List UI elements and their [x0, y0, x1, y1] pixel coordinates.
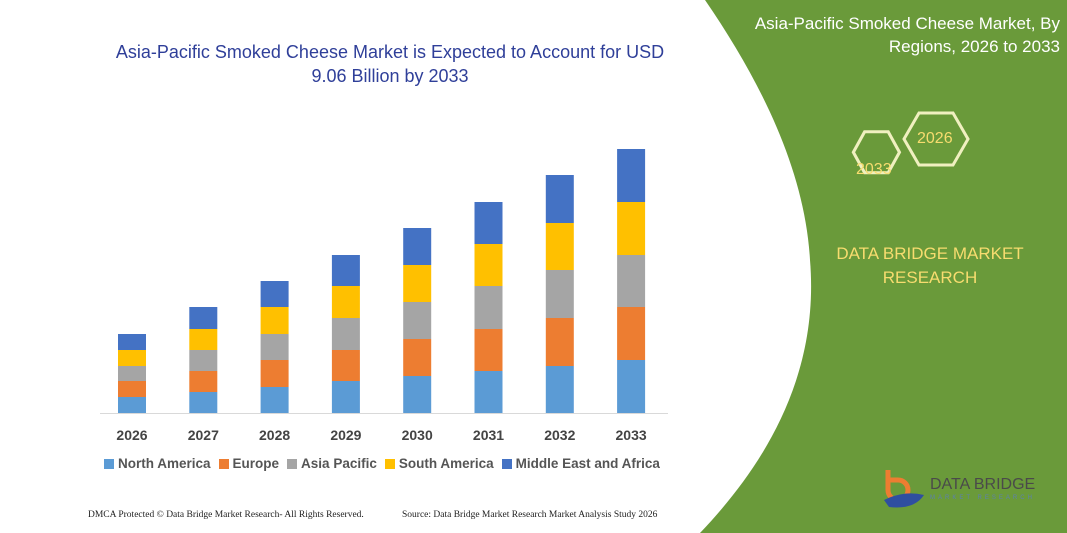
bar-segment	[403, 228, 432, 265]
bar-segment	[331, 286, 360, 318]
legend-swatch	[218, 459, 229, 469]
bar-segment	[545, 270, 574, 318]
bar-segment	[545, 366, 574, 413]
x-tick-label: 2033	[616, 427, 647, 443]
legend-item: Asia Pacific	[287, 456, 377, 471]
copyright-text: DMCA Protected © Data Bridge Market Rese…	[88, 510, 364, 520]
bar-segment	[403, 302, 432, 339]
logo-subtext: MARKET RESEARCH	[930, 495, 1035, 501]
bar-segment	[260, 360, 289, 387]
legend: North America Europe Asia Pacific South …	[104, 456, 660, 471]
hex-label-end: 2033	[856, 161, 892, 178]
bar-segment	[403, 376, 432, 413]
logo-mark	[884, 470, 924, 508]
bar-segment	[331, 350, 360, 381]
bar-segment	[474, 244, 503, 286]
bar-segment	[118, 366, 146, 381]
hexagon-2026	[902, 111, 970, 167]
bar-segment	[617, 202, 646, 255]
legend-label: Asia Pacific	[301, 456, 377, 471]
bar-segment	[331, 255, 360, 286]
x-tick-label: 2030	[402, 427, 433, 443]
panel-title: Asia-Pacific Smoked Cheese Market, By Re…	[754, 14, 1060, 56]
bar-segment	[260, 307, 289, 334]
legend-swatch	[384, 459, 395, 469]
legend-label: Europe	[232, 456, 280, 471]
legend-item: South America	[384, 456, 494, 471]
bar-segment	[118, 350, 146, 366]
bar-segment	[260, 281, 289, 307]
legend-swatch	[287, 459, 298, 469]
bar-segment	[189, 307, 218, 329]
bar-segment	[331, 318, 360, 350]
bar-segment	[474, 329, 503, 371]
bar-segment	[118, 334, 146, 350]
bar-segment	[189, 392, 218, 413]
bar-segment	[545, 318, 574, 366]
legend-swatch	[104, 459, 114, 469]
legend-label: South America	[398, 456, 494, 471]
brand-text: DATA BRIDGE MARKET RESEARCH	[836, 244, 1024, 287]
bar-segment	[474, 371, 503, 413]
bar-segment	[617, 149, 646, 202]
legend-label: Middle East and Africa	[515, 456, 660, 471]
bar-segment	[260, 387, 289, 413]
x-tick-label: 2028	[259, 427, 290, 443]
bar-segment	[118, 381, 146, 397]
x-tick-label: 2032	[544, 427, 575, 443]
bar-segment	[260, 334, 289, 360]
chart-title: Asia-Pacific Smoked Cheese Market is Exp…	[115, 42, 665, 86]
bar-segment	[474, 286, 503, 329]
x-tick-label: 2027	[188, 427, 219, 443]
hex-label-start: 2026	[917, 130, 953, 147]
bar-segment	[189, 329, 218, 350]
bar-segment	[545, 223, 574, 270]
legend-item: North America	[104, 456, 211, 471]
legend-item: Europe	[218, 456, 280, 471]
logo-text: DATA BRIDGE	[930, 476, 1036, 493]
bar-segment	[331, 381, 360, 413]
bar-segment	[617, 307, 646, 360]
bar-segment	[189, 371, 218, 392]
bar-segment	[403, 265, 432, 302]
stacked-bar-chart: 2026 2027 2028 2029 2030 2031 2032 2033	[100, 149, 668, 443]
legend-swatch	[501, 459, 512, 469]
bar-segment	[617, 360, 646, 413]
x-tick-label: 2026	[116, 427, 147, 443]
green-side-panel	[700, 0, 1067, 533]
x-tick-label: 2029	[330, 427, 361, 443]
bar-segment	[118, 397, 146, 413]
x-tick-label: 2031	[473, 427, 504, 443]
source-text: Source: Data Bridge Market Research Mark…	[402, 510, 658, 520]
bar-segment	[617, 255, 646, 307]
legend-label: North America	[118, 456, 211, 471]
bar-segment	[545, 175, 574, 223]
bar-segment	[189, 350, 218, 371]
hexagon-2033	[851, 130, 902, 175]
legend-item: Middle East and Africa	[501, 456, 660, 471]
bar-segment	[403, 339, 432, 376]
bar-segment	[474, 202, 503, 244]
